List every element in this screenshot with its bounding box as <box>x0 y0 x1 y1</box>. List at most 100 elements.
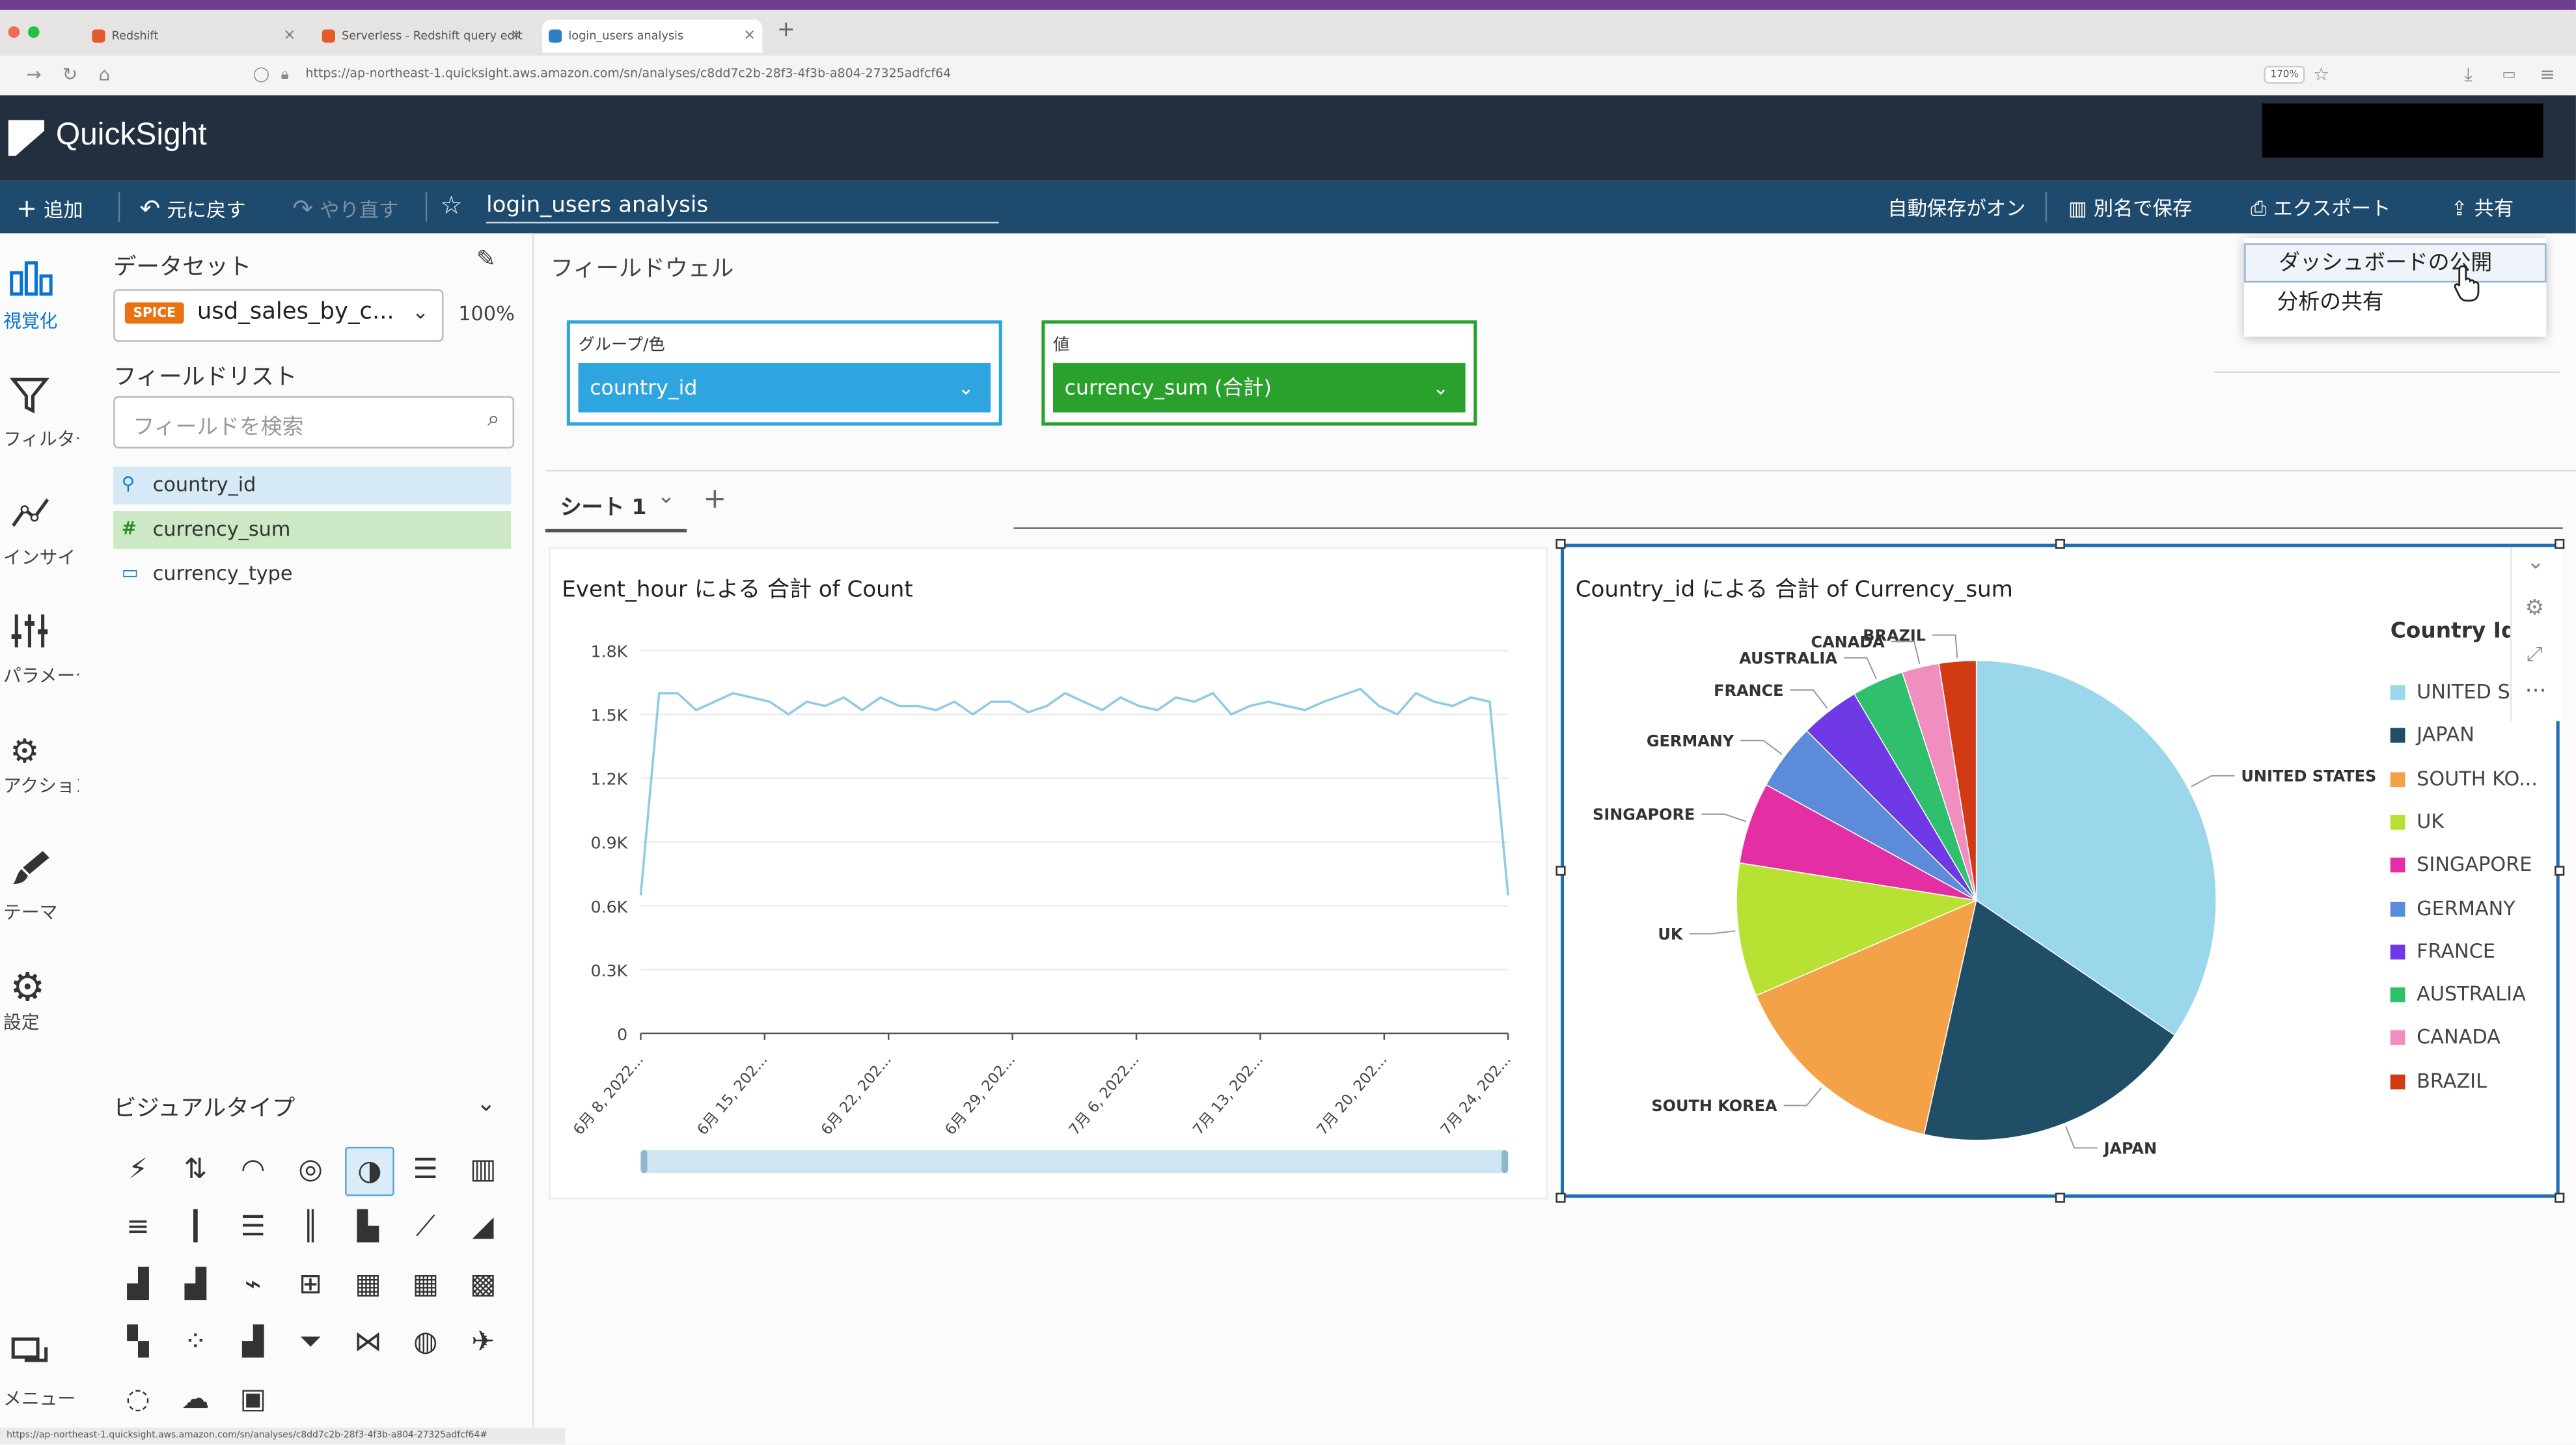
legend-item[interactable]: JAPAN <box>2390 723 2474 747</box>
publish-dashboard-menu-item[interactable]: ダッシュボードの公開 <box>2244 243 2547 283</box>
field-item-currency-sum[interactable]: # currency_sum <box>113 511 512 549</box>
field-search-input[interactable]: フィールドを検索 ⌕ <box>113 396 515 449</box>
box-plot-icon[interactable]: ⊞ <box>299 1268 323 1302</box>
donut-chart-icon[interactable]: ◎ <box>298 1153 323 1187</box>
field-item-currency-type[interactable]: ▭ currency_type <box>113 555 511 593</box>
browser-tab[interactable]: Serverless - Redshift query edit × <box>316 20 529 52</box>
heat-map-icon[interactable]: ▦ <box>355 1268 381 1302</box>
gauge-icon[interactable]: ◠ <box>240 1153 266 1187</box>
favorite-star-icon[interactable]: ☆ <box>440 190 463 221</box>
reload-icon[interactable]: ↻ <box>62 64 78 86</box>
resize-handle[interactable] <box>2055 1192 2065 1203</box>
share-analysis-menu-item[interactable]: 分析の共有 <box>2277 290 2384 316</box>
window-close-icon[interactable] <box>8 26 20 38</box>
legend-item[interactable]: FRANCE <box>2390 939 2495 963</box>
scrollbar-handle-right[interactable] <box>1501 1149 1509 1174</box>
word-cloud-icon[interactable]: ☁︎ <box>181 1383 210 1416</box>
browser-menu-icon[interactable]: ≡ <box>2540 64 2555 86</box>
back-icon[interactable]: → <box>26 64 42 86</box>
legend-item[interactable]: CANADA <box>2390 1026 2501 1049</box>
format-visual-gear-icon[interactable]: ⚙ <box>2525 596 2545 622</box>
rail-item-parameters[interactable]: パラメータ <box>0 611 93 689</box>
stacked-horizontal-bar-icon[interactable]: ≡ <box>126 1211 150 1244</box>
legend-item[interactable]: AUSTRALIA <box>2390 983 2526 1006</box>
extensions-icon[interactable]: ▭ <box>2502 67 2516 84</box>
value-well[interactable]: 値 currency_sum (合計) ⌄ <box>1041 320 1477 426</box>
resize-handle[interactable] <box>1555 1192 1566 1203</box>
waterfall-icon[interactable]: ▙ <box>357 1211 379 1244</box>
edit-pencil-icon[interactable]: ✎ <box>476 246 496 273</box>
resize-handle[interactable] <box>1555 866 1566 876</box>
share-button[interactable]: ⇪ 共有 <box>2451 194 2514 222</box>
field-item-country-id[interactable]: ⚲ country_id <box>113 466 512 504</box>
tab-sheet-1[interactable]: シート 1 ⌄ <box>545 473 687 532</box>
value-field-pill[interactable]: currency_sum (合計) ⌄ <box>1053 363 1466 413</box>
table-icon[interactable]: ▦ <box>412 1268 439 1302</box>
browser-tab-active[interactable]: login_users analysis × <box>541 20 763 53</box>
legend-item[interactable]: UK <box>2390 810 2444 833</box>
pie-slice[interactable] <box>1975 659 2217 1036</box>
undo-button[interactable]: ↶ 元に戻す <box>140 194 246 223</box>
pie-chart-icon[interactable]: ◑ <box>345 1146 394 1196</box>
new-tab-icon[interactable]: + <box>776 18 795 43</box>
stacked-vertical-bar-icon[interactable]: ┃ <box>187 1211 204 1244</box>
rail-item-filter[interactable]: フィルター <box>0 375 93 452</box>
analysis-title-input[interactable]: login_users analysis <box>486 192 999 224</box>
dataset-select[interactable]: SPICE usd_sales_by_c... ⌄ <box>113 289 444 342</box>
line-chart-range-scrollbar[interactable] <box>640 1149 1509 1174</box>
stacked-area-icon[interactable]: ⌁ <box>244 1268 262 1302</box>
add-sheet-icon[interactable]: + <box>703 483 727 516</box>
collapse-chevron-icon[interactable]: ⌄ <box>476 1091 496 1118</box>
expand-icon[interactable]: ⤢ <box>2527 642 2543 666</box>
combo-stacked-icon[interactable]: ▟ <box>184 1268 206 1302</box>
image-icon[interactable]: ▣ <box>240 1383 266 1416</box>
bookmark-star-icon[interactable]: ☆ <box>2313 64 2329 86</box>
legend-item[interactable]: BRAZIL <box>2390 1069 2487 1092</box>
scatter-plot-icon[interactable]: ⁘ <box>184 1326 208 1359</box>
kpi-icon[interactable]: ⇅ <box>184 1153 208 1187</box>
more-options-icon[interactable]: ⋯ <box>2525 678 2547 704</box>
combo-chart-icon[interactable]: ▟ <box>127 1268 149 1302</box>
geo-map-icon[interactable]: ◍ <box>413 1326 438 1359</box>
url-text[interactable]: https://ap-northeast-1.quicksight.aws.am… <box>305 65 952 81</box>
autograph-lightning-icon[interactable]: ⚡︎ <box>128 1153 148 1187</box>
percent-vertical-bar-icon[interactable]: ║ <box>302 1211 320 1244</box>
resize-handle[interactable] <box>2555 866 2565 876</box>
rail-item-themes[interactable]: テーマ <box>0 847 75 925</box>
resize-handle[interactable] <box>2555 1192 2565 1203</box>
pie-slice[interactable] <box>1938 659 1977 901</box>
lock-icon[interactable]: 🔒︎ <box>281 67 289 84</box>
area-chart-icon[interactable]: ◢ <box>472 1211 494 1244</box>
horizontal-bar-icon[interactable]: ☰ <box>413 1153 439 1187</box>
rail-item-actions[interactable]: ⚙︎ アクション <box>0 730 92 799</box>
browser-tab[interactable]: Redshift × <box>85 20 302 52</box>
home-icon[interactable]: ⌂ <box>98 64 111 86</box>
line-chart-icon[interactable]: ⟋ <box>415 1211 435 1244</box>
tree-map-icon[interactable]: ▚ <box>127 1326 149 1359</box>
vertical-bar-icon[interactable]: ▥ <box>469 1153 497 1187</box>
funnel-icon[interactable]: ⏷ <box>299 1326 322 1359</box>
group-field-pill[interactable]: country_id ⌄ <box>578 363 991 413</box>
insight-bulb-icon[interactable]: ◌ <box>126 1383 150 1416</box>
close-tab-icon[interactable]: × <box>510 27 523 45</box>
legend-item[interactable]: GERMANY <box>2390 896 2515 919</box>
zoom-level[interactable]: 170% <box>2264 65 2305 84</box>
save-as-button[interactable]: ▥ 別名で保存 <box>2068 194 2192 222</box>
line-chart-visual[interactable] <box>549 547 1548 1200</box>
legend-item[interactable]: SINGAPORE <box>2390 853 2532 876</box>
pivot-table-icon[interactable]: ▩ <box>469 1268 497 1302</box>
percent-horizontal-bar-icon[interactable]: ☰ <box>240 1211 266 1244</box>
download-icon[interactable]: ⤓ <box>2464 64 2473 86</box>
redo-button[interactable]: ↷ やり直す <box>292 194 398 223</box>
histogram-icon[interactable]: ▟ <box>242 1326 264 1359</box>
resize-handle[interactable] <box>1555 538 1566 549</box>
add-button[interactable]: + 追加 <box>16 194 83 223</box>
resize-handle[interactable] <box>2555 538 2565 549</box>
export-button[interactable]: ⎙ エクスポート <box>2251 194 2391 222</box>
collapse-visual-icon[interactable]: ⌄ <box>2527 550 2545 575</box>
rail-item-menu[interactable]: メニュー <box>0 1334 75 1412</box>
line-series[interactable] <box>639 687 1509 896</box>
rail-item-insights[interactable]: インサイト <box>0 493 94 570</box>
legend-item[interactable]: SOUTH KO... <box>2390 767 2538 790</box>
pie-slice[interactable] <box>1736 862 1979 997</box>
